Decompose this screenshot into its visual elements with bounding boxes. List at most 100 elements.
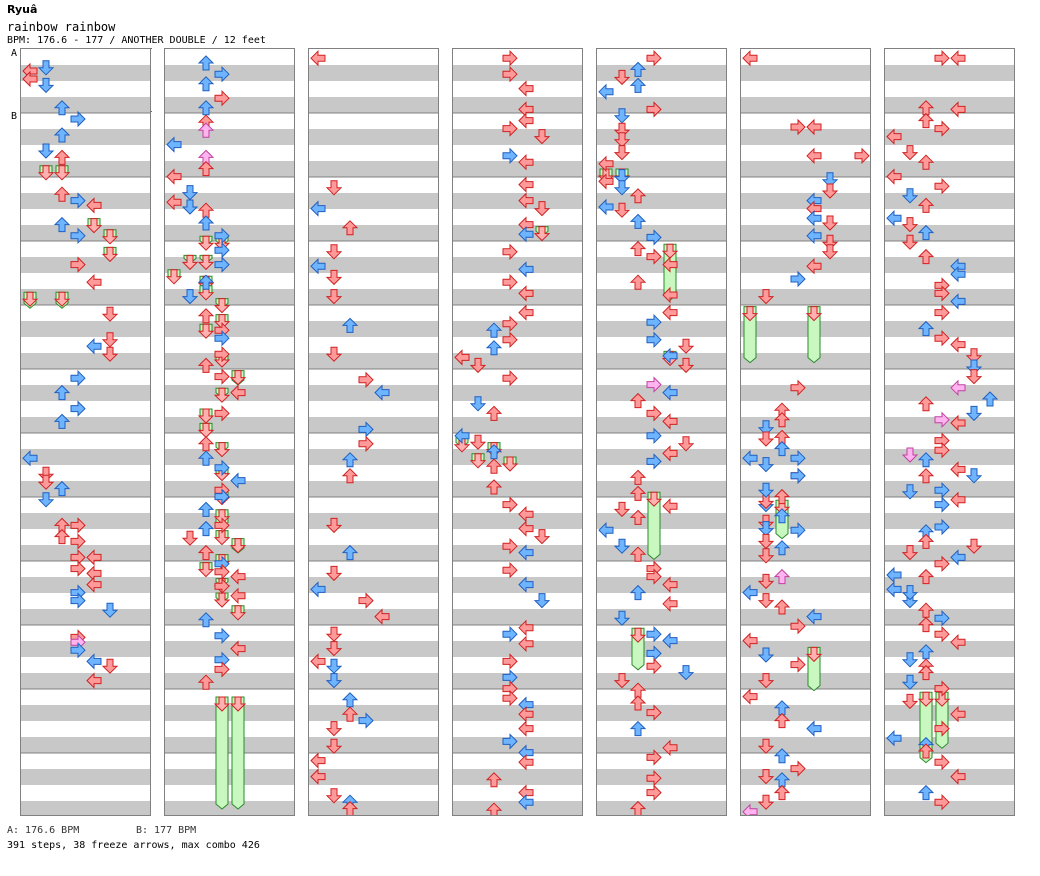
step-arrow (901, 447, 919, 463)
step-arrow (757, 593, 775, 609)
step-arrow (934, 753, 950, 771)
step-arrow (646, 784, 662, 801)
step-arrow (181, 289, 199, 305)
step-arrow (742, 49, 758, 67)
step-arrow (886, 566, 902, 584)
step-arrow (53, 127, 71, 143)
step-arrow (358, 592, 374, 609)
step-arrow (70, 533, 86, 550)
step-arrow (757, 573, 775, 590)
step-arrow (901, 484, 919, 500)
freeze-arrow (229, 605, 247, 621)
step-arrow (917, 743, 935, 759)
step-arrow (629, 682, 647, 698)
step-arrow (181, 185, 199, 201)
step-arrow (101, 602, 119, 618)
step-arrow (325, 641, 343, 657)
step-arrow (629, 800, 647, 815)
step-arrow (214, 577, 230, 595)
step-arrow (790, 449, 806, 467)
step-arrow (773, 784, 791, 801)
step-arrow (917, 112, 935, 129)
bpm-marker-b: B (11, 111, 18, 122)
step-chart-svg (21, 60, 150, 754)
step-arrow (37, 60, 55, 76)
step-arrow (502, 65, 518, 83)
chart-column-5 (596, 48, 727, 816)
bpm-legend-b: B: 177 BPM (136, 825, 197, 836)
step-arrow (773, 508, 791, 524)
step-arrow (37, 474, 55, 490)
step-arrow (662, 304, 678, 321)
step-arrow (469, 357, 487, 374)
step-arrow (197, 450, 215, 466)
step-arrow (662, 445, 678, 462)
step-arrow (70, 592, 86, 609)
step-arrow (950, 414, 966, 432)
freeze-arrow (37, 165, 55, 181)
step-arrow (613, 538, 631, 554)
step-arrow (662, 413, 678, 430)
step-arrow (53, 384, 71, 401)
step-arrow (101, 306, 119, 322)
step-arrow (901, 585, 919, 601)
artist-name: Ryuâ (7, 3, 38, 16)
step-arrow (325, 673, 343, 689)
step-arrow (310, 581, 326, 598)
step-chart-svg (453, 49, 582, 815)
step-arrow (518, 304, 534, 321)
step-arrow (629, 392, 647, 409)
step-arrow (197, 55, 215, 71)
freeze-arrow (53, 291, 71, 309)
step-arrow (502, 120, 518, 137)
step-arrow (757, 521, 775, 537)
step-arrow (214, 241, 230, 259)
step-arrow (613, 202, 631, 218)
freeze-arrow (469, 453, 487, 469)
step-arrow (886, 729, 902, 747)
step-arrow (502, 653, 518, 670)
step-arrow (502, 561, 518, 579)
step-arrow (662, 384, 678, 401)
step-arrow (469, 396, 487, 412)
step-arrow (197, 501, 215, 517)
chart-column-2 (164, 48, 295, 816)
step-arrow (886, 168, 902, 185)
step-arrow (629, 695, 647, 711)
step-arrow (773, 540, 791, 556)
step-arrow (214, 517, 230, 534)
step-arrow (629, 485, 647, 501)
step-arrow (341, 220, 359, 236)
step-arrow (518, 176, 534, 193)
freeze-arrow (213, 442, 231, 458)
step-arrow (646, 704, 662, 721)
step-arrow (197, 544, 215, 561)
step-arrow (454, 349, 470, 366)
step-arrow (197, 357, 215, 373)
step-arrow (86, 337, 102, 355)
step-arrow (310, 653, 326, 670)
step-arrow (613, 610, 631, 626)
freeze-arrow (213, 298, 231, 314)
step-arrow (197, 520, 215, 537)
freeze-arrow (85, 218, 103, 234)
chart-column-1 (20, 48, 151, 816)
step-arrow (325, 721, 343, 737)
step-arrow (325, 289, 343, 305)
step-arrow (86, 576, 102, 593)
step-arrow (742, 584, 758, 601)
step-arrow (917, 320, 935, 337)
step-arrow (742, 803, 758, 815)
freeze-arrow (645, 491, 663, 561)
step-arrow (965, 538, 983, 554)
step-arrow (518, 544, 534, 561)
song-title: rainbow rainbow (7, 20, 116, 34)
step-arrow (757, 420, 775, 436)
step-arrow (629, 213, 647, 229)
step-arrow (646, 49, 662, 67)
step-arrow (629, 720, 647, 737)
step-arrow (53, 528, 71, 545)
step-arrow (341, 317, 359, 333)
step-arrow (886, 581, 902, 598)
step-chart-svg (885, 49, 1014, 811)
